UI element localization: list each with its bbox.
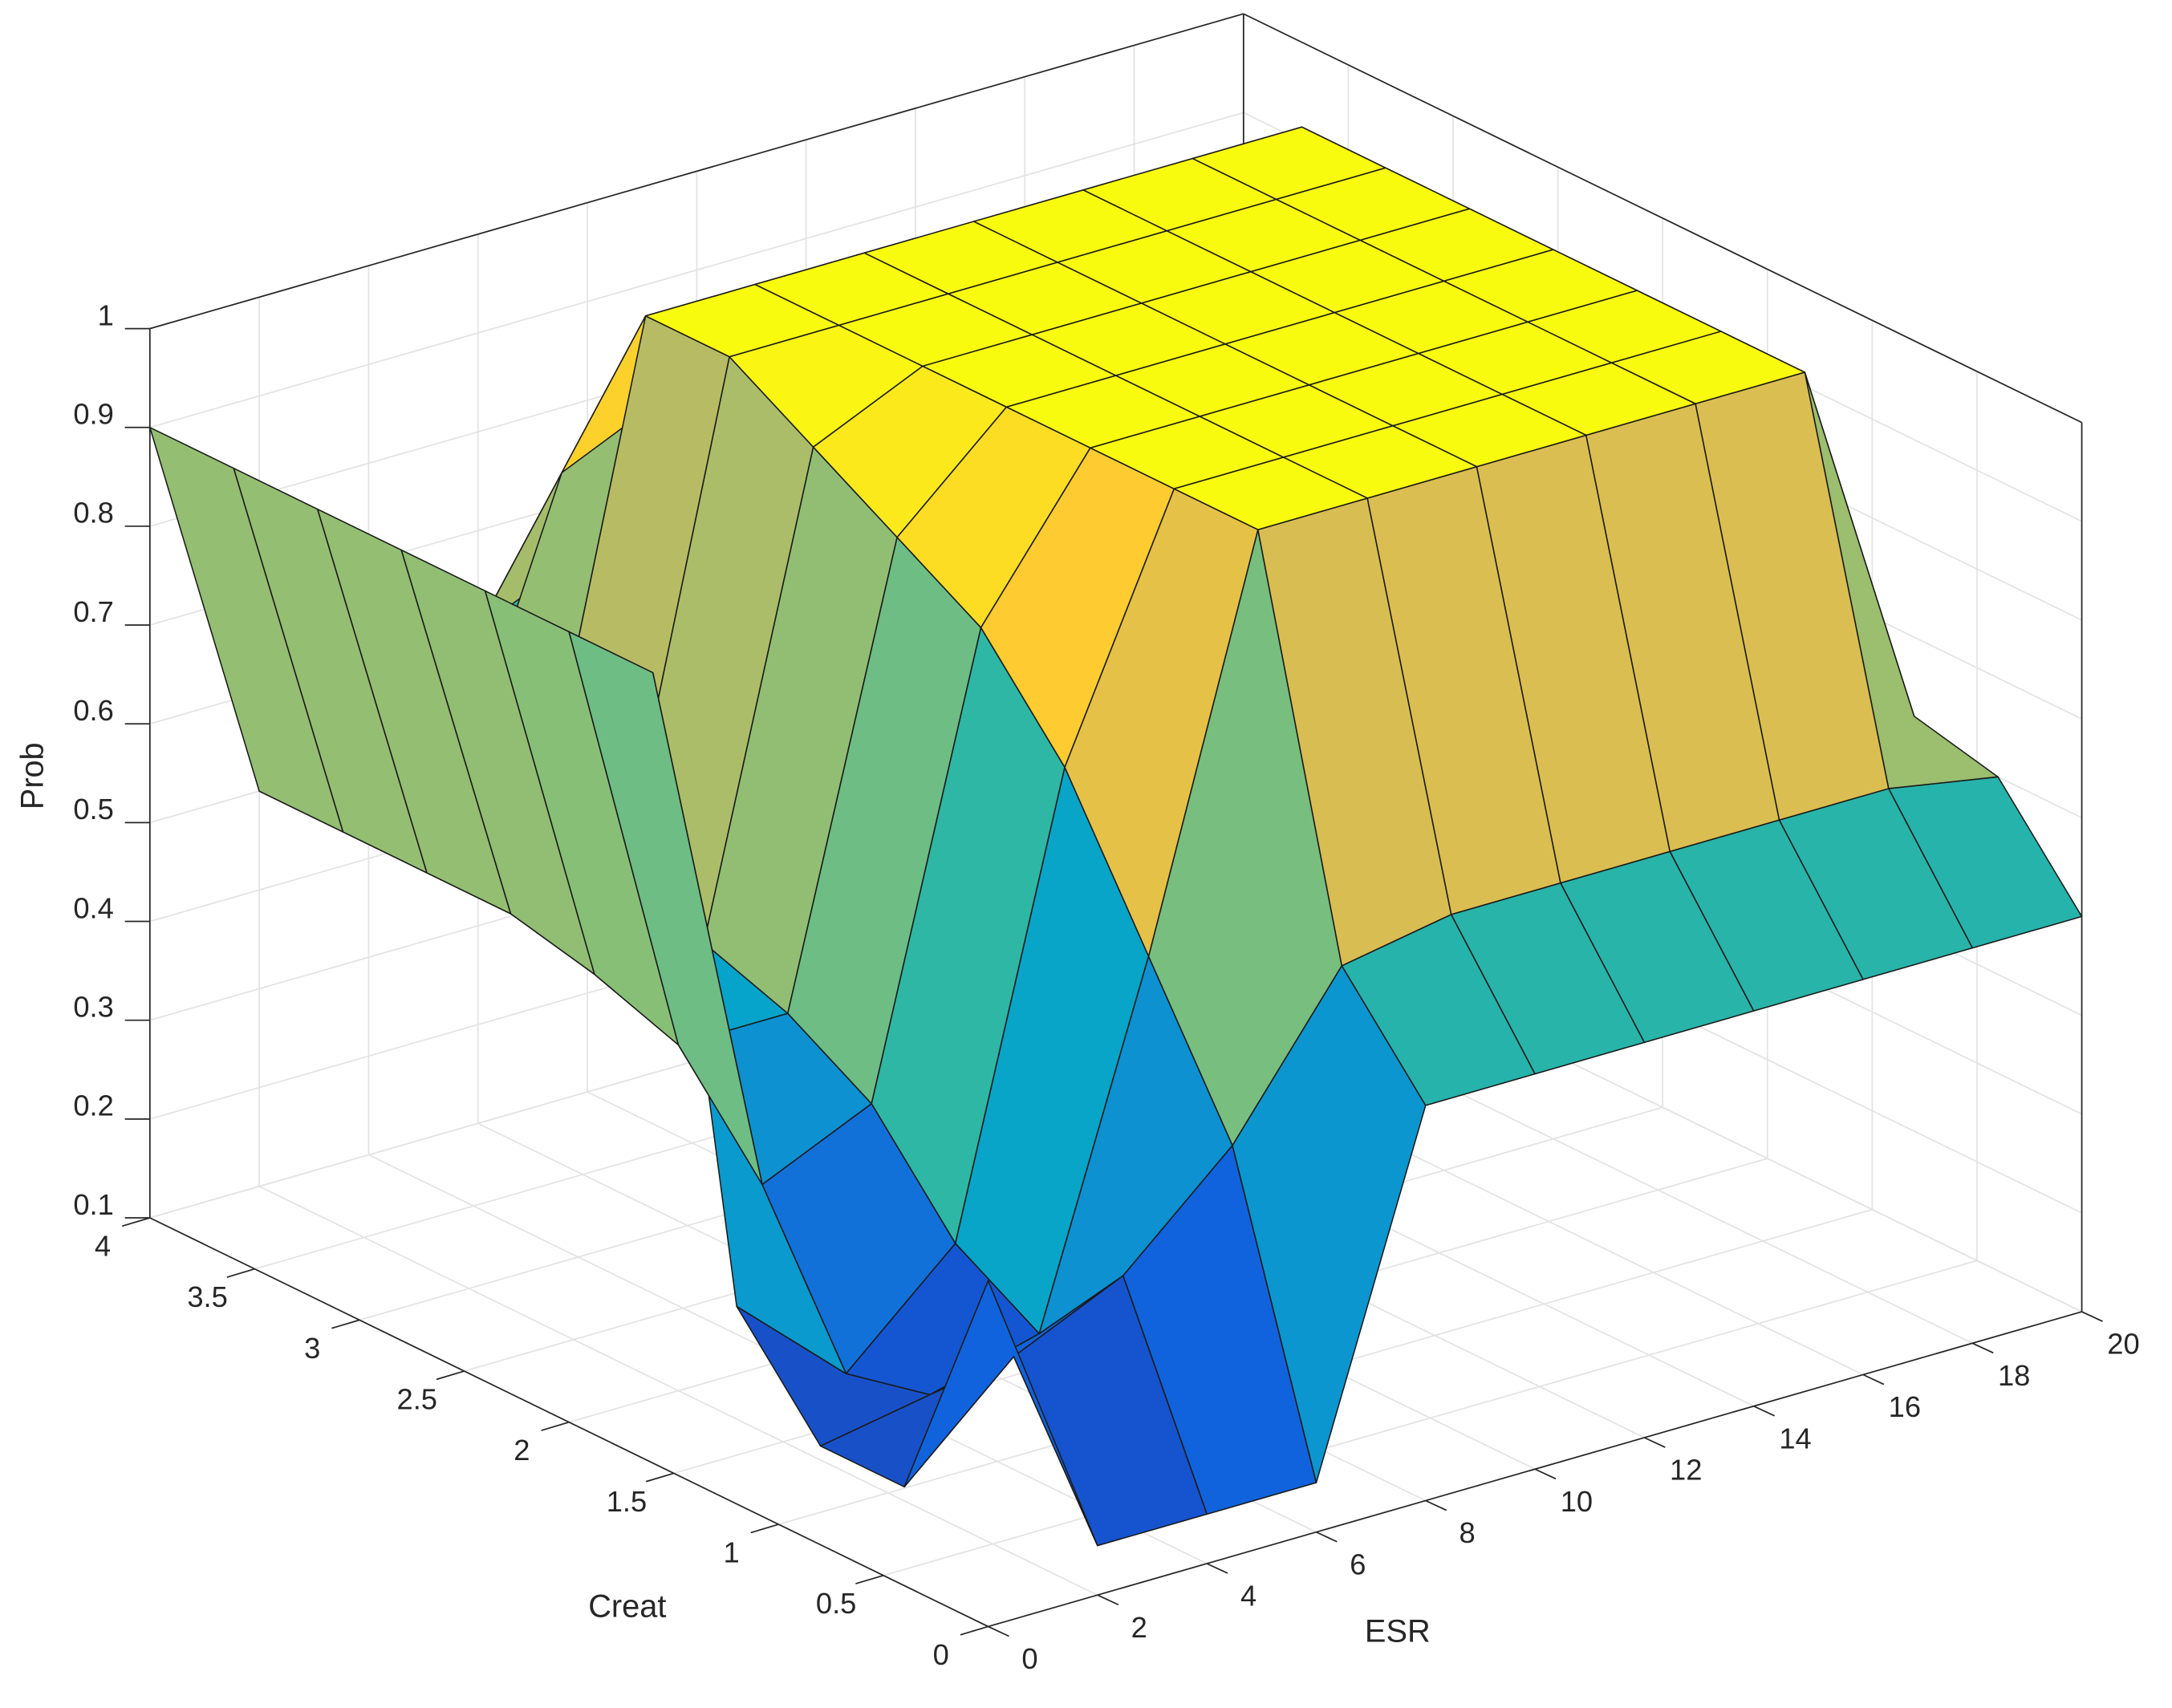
- z-axis-label: Prob: [15, 742, 51, 809]
- y-tick-label: 0: [933, 1638, 949, 1671]
- x-tick-label: 12: [1670, 1454, 1702, 1487]
- x-tick-label: 14: [1779, 1422, 1811, 1454]
- z-tick-label: 0.5: [73, 793, 113, 826]
- y-tick: [226, 1268, 255, 1278]
- x-tick-label: 8: [1460, 1516, 1476, 1549]
- z-tick-label: 0.2: [73, 1089, 113, 1122]
- z-tick-label: 0.7: [73, 595, 113, 628]
- z-tick-label: 0.3: [73, 991, 113, 1024]
- y-axis-label: Creat: [588, 1589, 666, 1625]
- z-tick-label: 0.6: [73, 694, 113, 727]
- y-tick-label: 3.5: [187, 1280, 227, 1313]
- y-tick: [541, 1421, 570, 1431]
- axis-box-edge: [1243, 13, 2082, 424]
- y-tick-label: 3: [304, 1332, 320, 1365]
- x-tick: [2081, 1311, 2103, 1322]
- grid-line: [149, 112, 1244, 428]
- z-tick-label: 0.4: [73, 891, 113, 924]
- x-tick: [988, 1625, 1009, 1637]
- surface-face: [903, 1280, 1098, 1547]
- axes-layer: Creat ESR Prob 0.1 0.2 0.3 0.4 0.5 0.6 0.7 0.8 0…: [15, 298, 2140, 1675]
- x-tick: [1097, 1594, 1119, 1606]
- x-tick-label: 10: [1561, 1485, 1593, 1518]
- grid-line: [883, 1260, 1978, 1576]
- y-tick: [436, 1370, 465, 1381]
- y-tick: [121, 1217, 151, 1227]
- y-tick-label: 2.5: [397, 1383, 437, 1416]
- x-tick-label: 0: [1021, 1642, 1037, 1675]
- x-tick: [1534, 1468, 1557, 1480]
- x-tick: [1425, 1499, 1447, 1511]
- y-tick: [855, 1574, 884, 1584]
- y-tick: [645, 1472, 675, 1483]
- x-tick: [1316, 1531, 1338, 1543]
- x-tick-label: 20: [2107, 1328, 2139, 1361]
- y-tick-label: 1.5: [607, 1485, 647, 1518]
- z-tick-label: 0.9: [73, 398, 113, 431]
- surface: [149, 126, 2083, 1547]
- x-tick-label: 18: [1998, 1359, 2030, 1392]
- axis-box-edge: [149, 13, 1244, 330]
- x-tick: [1971, 1342, 1994, 1354]
- x-tick: [1862, 1373, 1885, 1385]
- y-tick-label: 0.5: [816, 1587, 856, 1620]
- y-tick: [960, 1625, 989, 1636]
- z-tick-label: 1: [98, 298, 114, 331]
- surface-face: [1173, 456, 1368, 530]
- z-tick-label: 0.1: [73, 1188, 113, 1221]
- y-tick-label: 2: [514, 1434, 530, 1467]
- surface-face: [568, 631, 763, 1186]
- x-axis-label: ESR: [1365, 1614, 1431, 1649]
- y-tick-label: 4: [95, 1230, 111, 1263]
- x-tick: [1206, 1563, 1228, 1574]
- y-tick: [750, 1523, 779, 1534]
- z-tick-label: 0.8: [73, 497, 113, 529]
- x-tick: [1643, 1437, 1666, 1448]
- x-tick: [1753, 1405, 1775, 1417]
- y-tick-label: 1: [723, 1536, 739, 1569]
- x-tick-label: 2: [1131, 1611, 1147, 1644]
- x-tick-label: 4: [1240, 1580, 1257, 1613]
- x-tick-label: 16: [1889, 1390, 1921, 1423]
- y-tick: [331, 1319, 360, 1329]
- x-tick-label: 6: [1350, 1548, 1366, 1580]
